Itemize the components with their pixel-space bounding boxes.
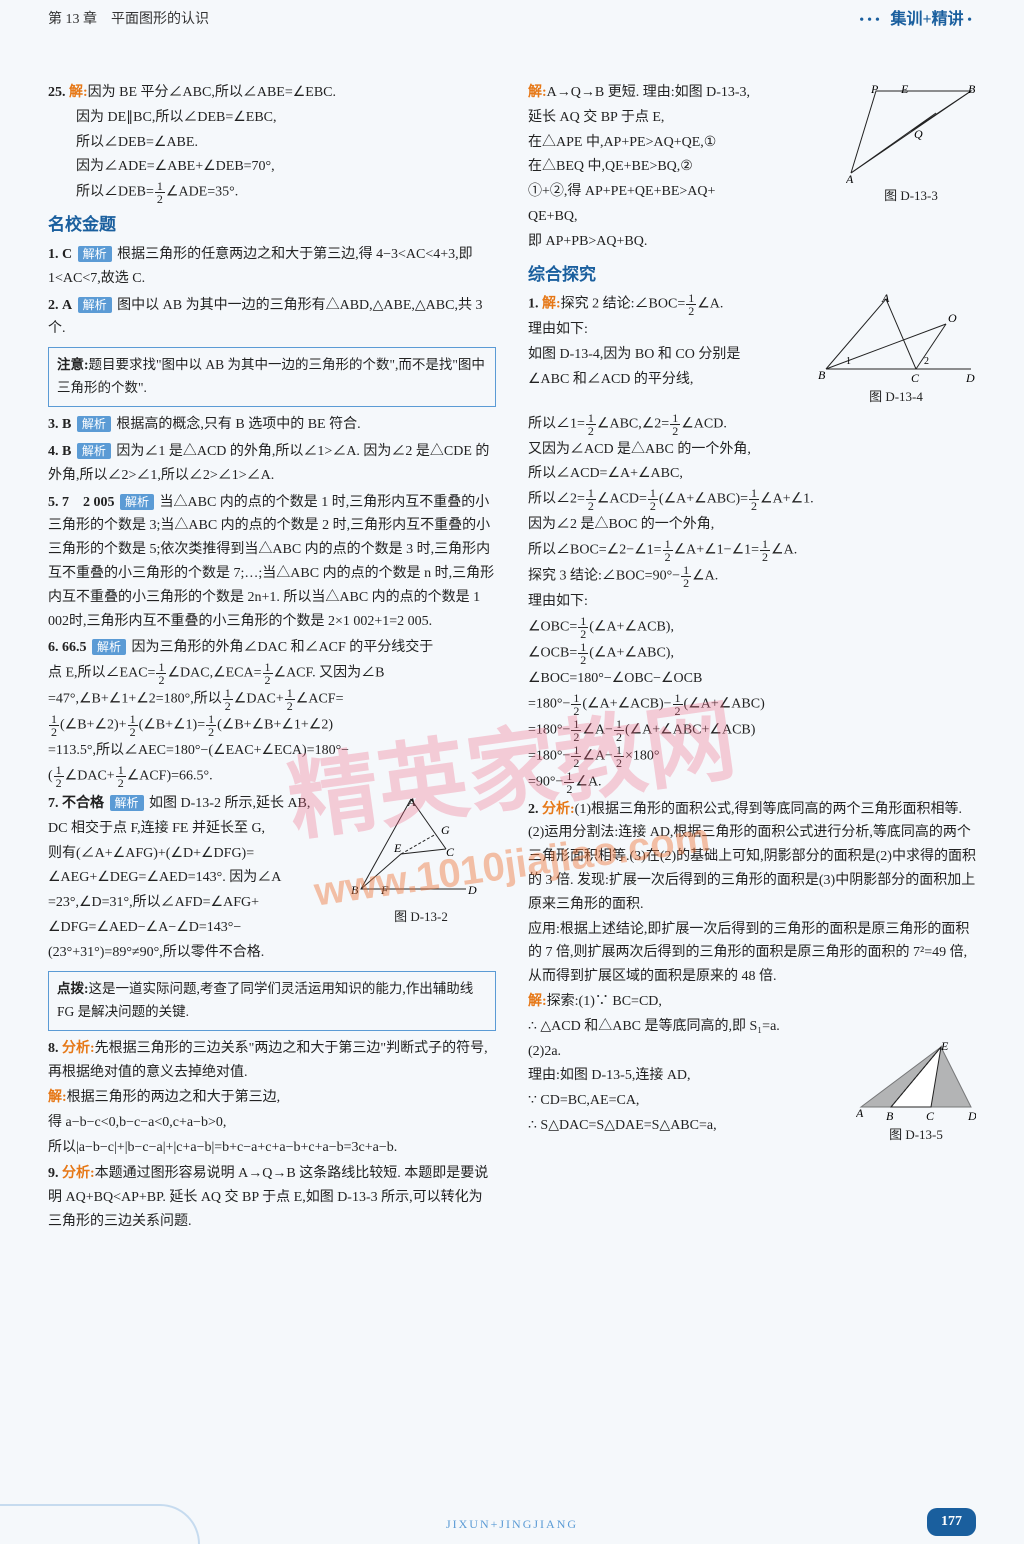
svg-text:D: D [467,883,477,897]
q5: 5. 7 2 005 解析 当△ABC 内的点的个数是 1 时,三角形内互不重叠… [48,491,496,634]
svg-text:A: A [407,795,416,809]
footer-pinyin: JIXUN+JINGJIANG [0,1514,1024,1534]
svg-text:G: G [441,823,450,837]
svg-text:E: E [900,83,909,96]
q25: 25. 解:因为 BE 平分∠ABC,所以∠ABE=∠EBC. 因为 DE∥BC… [48,81,496,205]
q8: 8. 分析:先根据三角形的三边关系"两边之和大于第三边"判断式子的符号,再根据绝… [48,1037,496,1159]
svg-text:B: B [968,83,976,96]
q9-solution: A P E B Q 图 D-13-3 解:A→Q→B 更短. 理由:如图 D-1… [528,81,976,255]
svg-text:C: C [911,371,920,384]
figure-d-13-5: E A B C D 图 D-13-5 [856,1042,976,1146]
svg-text:C: C [446,845,455,859]
svg-text:E: E [940,1042,949,1053]
right-column: A P E B Q 图 D-13-3 解:A→Q→B 更短. 理由:如图 D-1… [528,80,976,1514]
svg-text:D: D [967,1109,976,1122]
svg-text:B: B [351,883,359,897]
svg-text:2: 2 [924,356,929,367]
svg-text:1: 1 [846,356,851,367]
figure-d-13-4: A O B C D 1 2 图 D-13-4 [816,294,976,408]
chapter-title: 第 13 章 平面图形的认识 [48,8,209,32]
svg-text:O: O [948,311,957,325]
svg-text:P: P [870,83,879,96]
svg-text:D: D [965,371,975,384]
section-zonghe: 综合探究 [528,261,976,290]
q9: 9. 分析:本题通过图形容易说明 A→Q→B 这条路线比较短. 本题即是要说明 … [48,1162,496,1233]
jiexi-tag: 解析 [78,246,112,262]
svg-text:A: A [881,294,890,305]
q4: 4. B 解析 因为∠1 是△ACD 的外角,所以∠1>∠A. 因为∠2 是△C… [48,440,496,488]
svg-text:B: B [818,368,826,382]
q2r: 2. 分析:(1)根据三角形的面积公式,得到等底同高的两个三角形面积相等.(2)… [528,798,976,1148]
page-number: 177 [927,1508,976,1536]
svg-text:Q: Q [914,127,923,141]
page-content: 25. 解:因为 BE 平分∠ABC,所以∠ABE=∠EBC. 因为 DE∥BC… [0,40,1024,1544]
svg-text:A: A [856,1106,864,1120]
svg-text:F: F [380,883,389,897]
q1r: A O B C D 1 2 图 D-13-4 1. 解:探究 2 结论:∠BOC… [528,292,976,794]
q6: 6. 66.5 解析 因为三角形的外角∠DAC 和∠ACF 的平分线交于 点 E… [48,636,496,789]
q3: 3. B 解析 根据高的概念,只有 B 选项中的 BE 符合. [48,413,496,437]
book-title: ••• 集训+精讲 • [859,6,976,33]
svg-text:E: E [393,841,402,855]
figure-d-13-3: A P E B Q 图 D-13-3 [846,83,976,207]
note-box-1: 注意:题目要求找"图中以 AB 为其中一边的三角形的个数",而不是找"图中三角形… [48,347,496,407]
svg-text:B: B [886,1109,894,1122]
note-box-2: 点拨:这是一道实际问题,考查了同学们灵活运用知识的能力,作出辅助线 FG 是解决… [48,971,496,1031]
svg-text:C: C [926,1109,935,1122]
svg-text:A: A [846,172,854,183]
left-column: 25. 解:因为 BE 平分∠ABC,所以∠ABE=∠EBC. 因为 DE∥BC… [48,80,496,1514]
q2: 2. A 解析 图中以 AB 为其中一边的三角形有△ABD,△ABE,△ABC,… [48,294,496,342]
q1: 1. C 解析 根据三角形的任意两边之和大于第三边,得 4−3<AC<4+3,即… [48,243,496,291]
section-mingxiao: 名校金题 [48,211,496,240]
q7: A B E G F C D 图 D-13-2 7. 不合格 解析 如图 D-13… [48,792,496,966]
figure-d-13-2: A B E G F C D 图 D-13-2 [346,794,496,928]
page-header: 第 13 章 平面图形的认识 ••• 集训+精讲 • [0,0,1024,40]
